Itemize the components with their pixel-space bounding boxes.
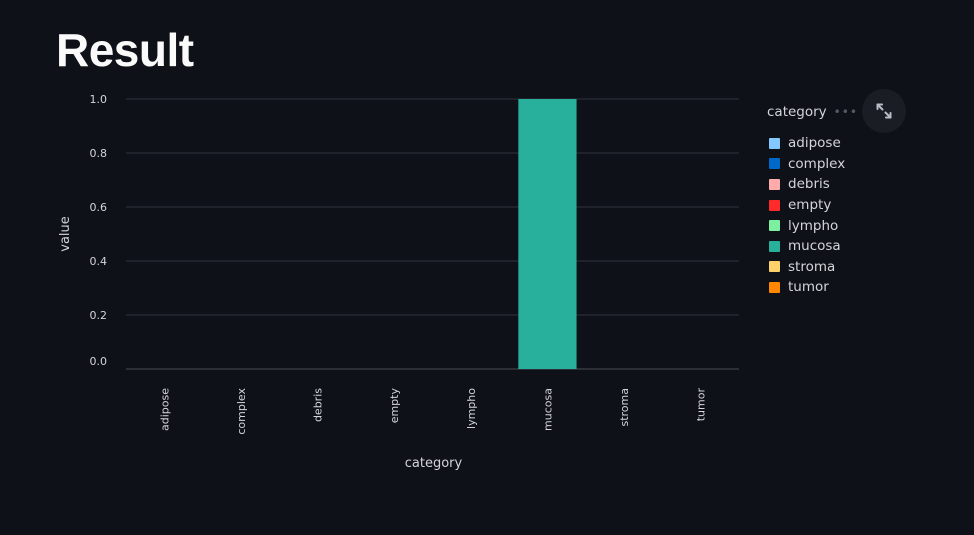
legend-title-label: category xyxy=(767,104,827,120)
legend-item-adipose[interactable]: adipose xyxy=(769,133,845,154)
legend-item-tumor[interactable]: tumor xyxy=(769,277,845,298)
expand-arrows-icon xyxy=(876,103,892,119)
legend-swatch xyxy=(769,158,780,170)
legend-swatch xyxy=(769,281,780,293)
y-tick-label: 0.4 xyxy=(90,255,108,268)
legend-swatch xyxy=(769,261,780,273)
x-tick-label: mucosa xyxy=(541,388,554,431)
legend-label: empty xyxy=(788,197,832,214)
y-tick-label: 0.6 xyxy=(90,201,108,214)
x-tick-label: lympho xyxy=(465,388,478,429)
y-tick-label: 0.0 xyxy=(90,355,108,368)
x-axis-title: category xyxy=(405,456,463,471)
legend-item-debris[interactable]: debris xyxy=(769,174,845,195)
page-title: Result xyxy=(56,24,194,76)
bar-mucosa xyxy=(518,99,577,369)
legend-label: complex xyxy=(788,155,846,172)
x-tick-label: stroma xyxy=(618,388,631,427)
legend-swatch xyxy=(769,199,780,211)
y-axis-title: value xyxy=(58,216,73,252)
legend-label: stroma xyxy=(788,258,836,275)
y-tick-label: 0.8 xyxy=(90,147,108,160)
legend-item-lympho[interactable]: lympho xyxy=(769,215,845,236)
legend-item-mucosa[interactable]: mucosa xyxy=(769,236,845,257)
legend-label: mucosa xyxy=(788,238,841,255)
legend-item-stroma[interactable]: stroma xyxy=(769,257,845,278)
legend-label: lympho xyxy=(788,217,839,234)
chart-legend: adipose complex debris empty lympho mucosa str… xyxy=(769,133,845,298)
legend-label: tumor xyxy=(788,279,829,296)
legend-item-empty[interactable]: empty xyxy=(769,195,845,216)
legend-label: adipose xyxy=(788,135,841,152)
x-tick-label: empty xyxy=(388,388,401,424)
fullscreen-button[interactable] xyxy=(862,89,906,133)
more-horizontal-icon[interactable]: ••• xyxy=(833,105,858,119)
legend-swatch xyxy=(769,240,780,252)
legend-title: category ••• xyxy=(767,104,858,120)
x-tick-label: complex xyxy=(235,388,248,435)
legend-item-complex[interactable]: complex xyxy=(769,154,845,175)
x-tick-label: adipose xyxy=(158,388,171,431)
x-tick-label: tumor xyxy=(695,388,708,422)
legend-swatch xyxy=(769,178,780,190)
legend-swatch xyxy=(769,220,780,232)
legend-swatch xyxy=(769,137,780,149)
legend-label: debris xyxy=(788,176,830,193)
y-tick-label: 0.2 xyxy=(90,309,108,322)
y-tick-label: 1.0 xyxy=(90,93,108,106)
x-tick-label: debris xyxy=(312,388,325,422)
